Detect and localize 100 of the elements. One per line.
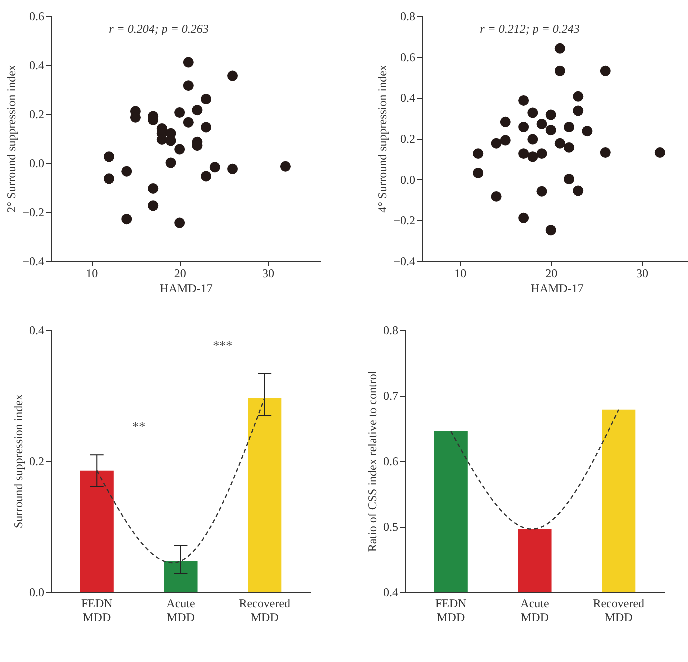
x-tick-label: 20 <box>546 266 558 280</box>
point <box>500 116 511 128</box>
x-tick-label: Acute MDD <box>166 596 196 624</box>
point <box>183 57 194 68</box>
point <box>491 191 502 202</box>
y-tick-label: 0.4 <box>30 324 44 338</box>
x-tick-label: Acute MDD <box>520 596 550 624</box>
bar <box>164 561 198 592</box>
point <box>201 171 212 182</box>
annotation: *** <box>213 338 233 353</box>
point <box>192 105 203 116</box>
y-tick-label: −0.4 <box>22 254 44 268</box>
point <box>491 138 502 149</box>
point <box>183 80 194 92</box>
y-tick-label: 0.6 <box>30 10 44 24</box>
point <box>528 134 538 145</box>
x-tick-label: 30 <box>636 266 648 280</box>
point <box>148 200 159 212</box>
point <box>201 94 212 105</box>
point <box>564 142 575 153</box>
y-tick-label: 0.8 <box>400 10 416 24</box>
annotation: ** <box>132 419 146 434</box>
point <box>174 144 186 155</box>
x-tick-label: 10 <box>86 266 98 280</box>
point <box>554 138 566 149</box>
bar <box>248 398 282 592</box>
x-tick-label: Recovered MDD <box>593 596 645 624</box>
x-tick-label: FEDN MDD <box>435 596 468 624</box>
y-tick-label: 0.6 <box>400 50 416 64</box>
y-tick-label: 0.2 <box>30 454 44 468</box>
point <box>554 43 566 54</box>
bar <box>80 470 114 592</box>
y-tick-label: 0.2 <box>30 108 44 122</box>
point <box>554 66 566 76</box>
x-tick-label: 30 <box>262 266 275 280</box>
point <box>228 70 238 82</box>
y-tick-label: 0.7 <box>384 389 398 403</box>
y-axis-title: 2° Surround suppression index <box>4 65 19 213</box>
y-axis-title: Surround suppression index <box>12 394 26 528</box>
point <box>201 122 212 133</box>
point <box>536 118 548 130</box>
y-tick-label: 0.2 <box>400 132 416 146</box>
x-tick-label: FEDN MDD <box>81 596 114 624</box>
y-tick-label: 0.4 <box>384 586 398 600</box>
y-tick-label: −0.4 <box>394 254 416 268</box>
point <box>528 108 538 118</box>
y-tick-label: 0.0 <box>30 156 44 170</box>
y-tick-label: 0.4 <box>400 91 416 106</box>
y-tick-label: −0.2 <box>22 206 44 220</box>
point <box>564 122 575 133</box>
point <box>600 148 611 158</box>
point <box>582 126 593 137</box>
annotation: r = 0.212; p = 0.243 <box>480 22 580 36</box>
point <box>518 212 530 224</box>
y-tick-label: 0.0 <box>400 172 416 187</box>
y-tick-label: 0.6 <box>384 454 398 468</box>
point <box>536 186 548 197</box>
point <box>473 168 484 178</box>
point <box>228 164 238 174</box>
point <box>104 152 114 162</box>
y-tick-label: −0.2 <box>394 214 416 228</box>
point <box>280 161 291 172</box>
point <box>600 66 611 76</box>
point <box>104 174 114 184</box>
y-axis-title: Ratio of CSS index relative to control <box>366 370 380 552</box>
point <box>546 110 556 120</box>
point <box>528 152 538 162</box>
point <box>166 136 176 146</box>
x-tick-label: 20 <box>174 266 186 280</box>
point <box>518 95 530 106</box>
point <box>174 218 186 228</box>
y-tick-label: 0.0 <box>30 586 44 600</box>
point <box>518 122 530 133</box>
point <box>518 148 530 160</box>
point <box>546 225 556 236</box>
point <box>210 162 220 173</box>
x-axis-title: HAMD-17 <box>531 282 584 296</box>
point <box>166 158 176 168</box>
y-tick-label: 0.5 <box>384 520 398 534</box>
point <box>546 125 556 136</box>
annotation: r = 0.204; p = 0.263 <box>109 22 209 36</box>
y-tick-label: 0.8 <box>384 324 398 338</box>
x-tick-label: Recovered MDD <box>239 596 291 624</box>
point <box>122 214 132 225</box>
point <box>473 148 484 160</box>
point <box>573 186 584 196</box>
point <box>654 148 666 158</box>
y-axis-title: 4° Surround suppression index <box>376 65 390 213</box>
point <box>564 174 575 185</box>
x-axis-title: HAMD-17 <box>160 282 213 296</box>
point <box>174 108 186 118</box>
y-tick-label: 0.4 <box>30 58 44 72</box>
point <box>573 106 584 116</box>
point <box>573 91 584 102</box>
point <box>500 135 511 146</box>
x-tick-label: 10 <box>454 266 467 280</box>
point <box>183 117 194 128</box>
point <box>122 166 132 177</box>
point <box>148 183 159 194</box>
point <box>536 148 548 160</box>
